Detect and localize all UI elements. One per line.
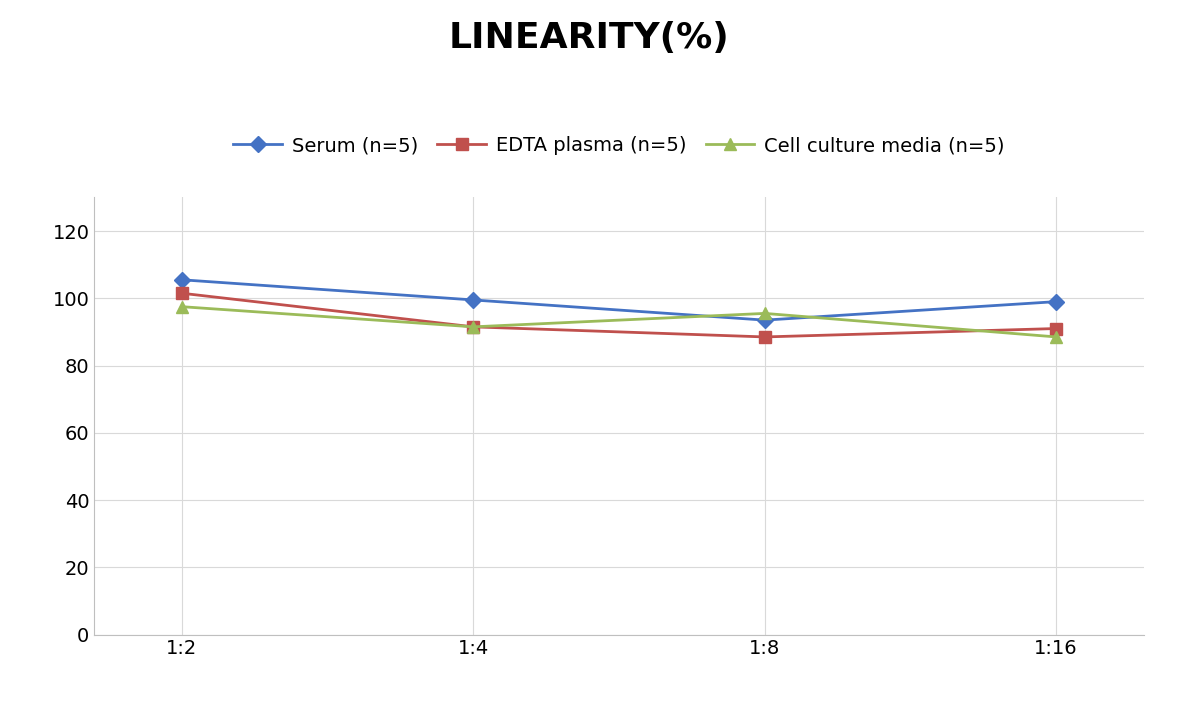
Text: LINEARITY(%): LINEARITY(%) xyxy=(449,21,730,55)
Cell culture media (n=5) xyxy=(174,302,189,311)
Serum (n=5) xyxy=(758,316,772,324)
Line: Cell culture media (n=5): Cell culture media (n=5) xyxy=(176,301,1062,343)
Serum (n=5) xyxy=(466,295,480,304)
EDTA plasma (n=5) xyxy=(1049,324,1063,333)
Cell culture media (n=5) xyxy=(1049,333,1063,341)
Cell culture media (n=5) xyxy=(758,309,772,318)
EDTA plasma (n=5) xyxy=(758,333,772,341)
Cell culture media (n=5) xyxy=(466,323,480,331)
Serum (n=5) xyxy=(174,276,189,284)
EDTA plasma (n=5) xyxy=(174,289,189,298)
Line: Serum (n=5): Serum (n=5) xyxy=(176,274,1062,326)
Line: EDTA plasma (n=5): EDTA plasma (n=5) xyxy=(176,288,1062,343)
EDTA plasma (n=5) xyxy=(466,323,480,331)
Legend: Serum (n=5), EDTA plasma (n=5), Cell culture media (n=5): Serum (n=5), EDTA plasma (n=5), Cell cul… xyxy=(225,128,1013,163)
Serum (n=5) xyxy=(1049,298,1063,306)
